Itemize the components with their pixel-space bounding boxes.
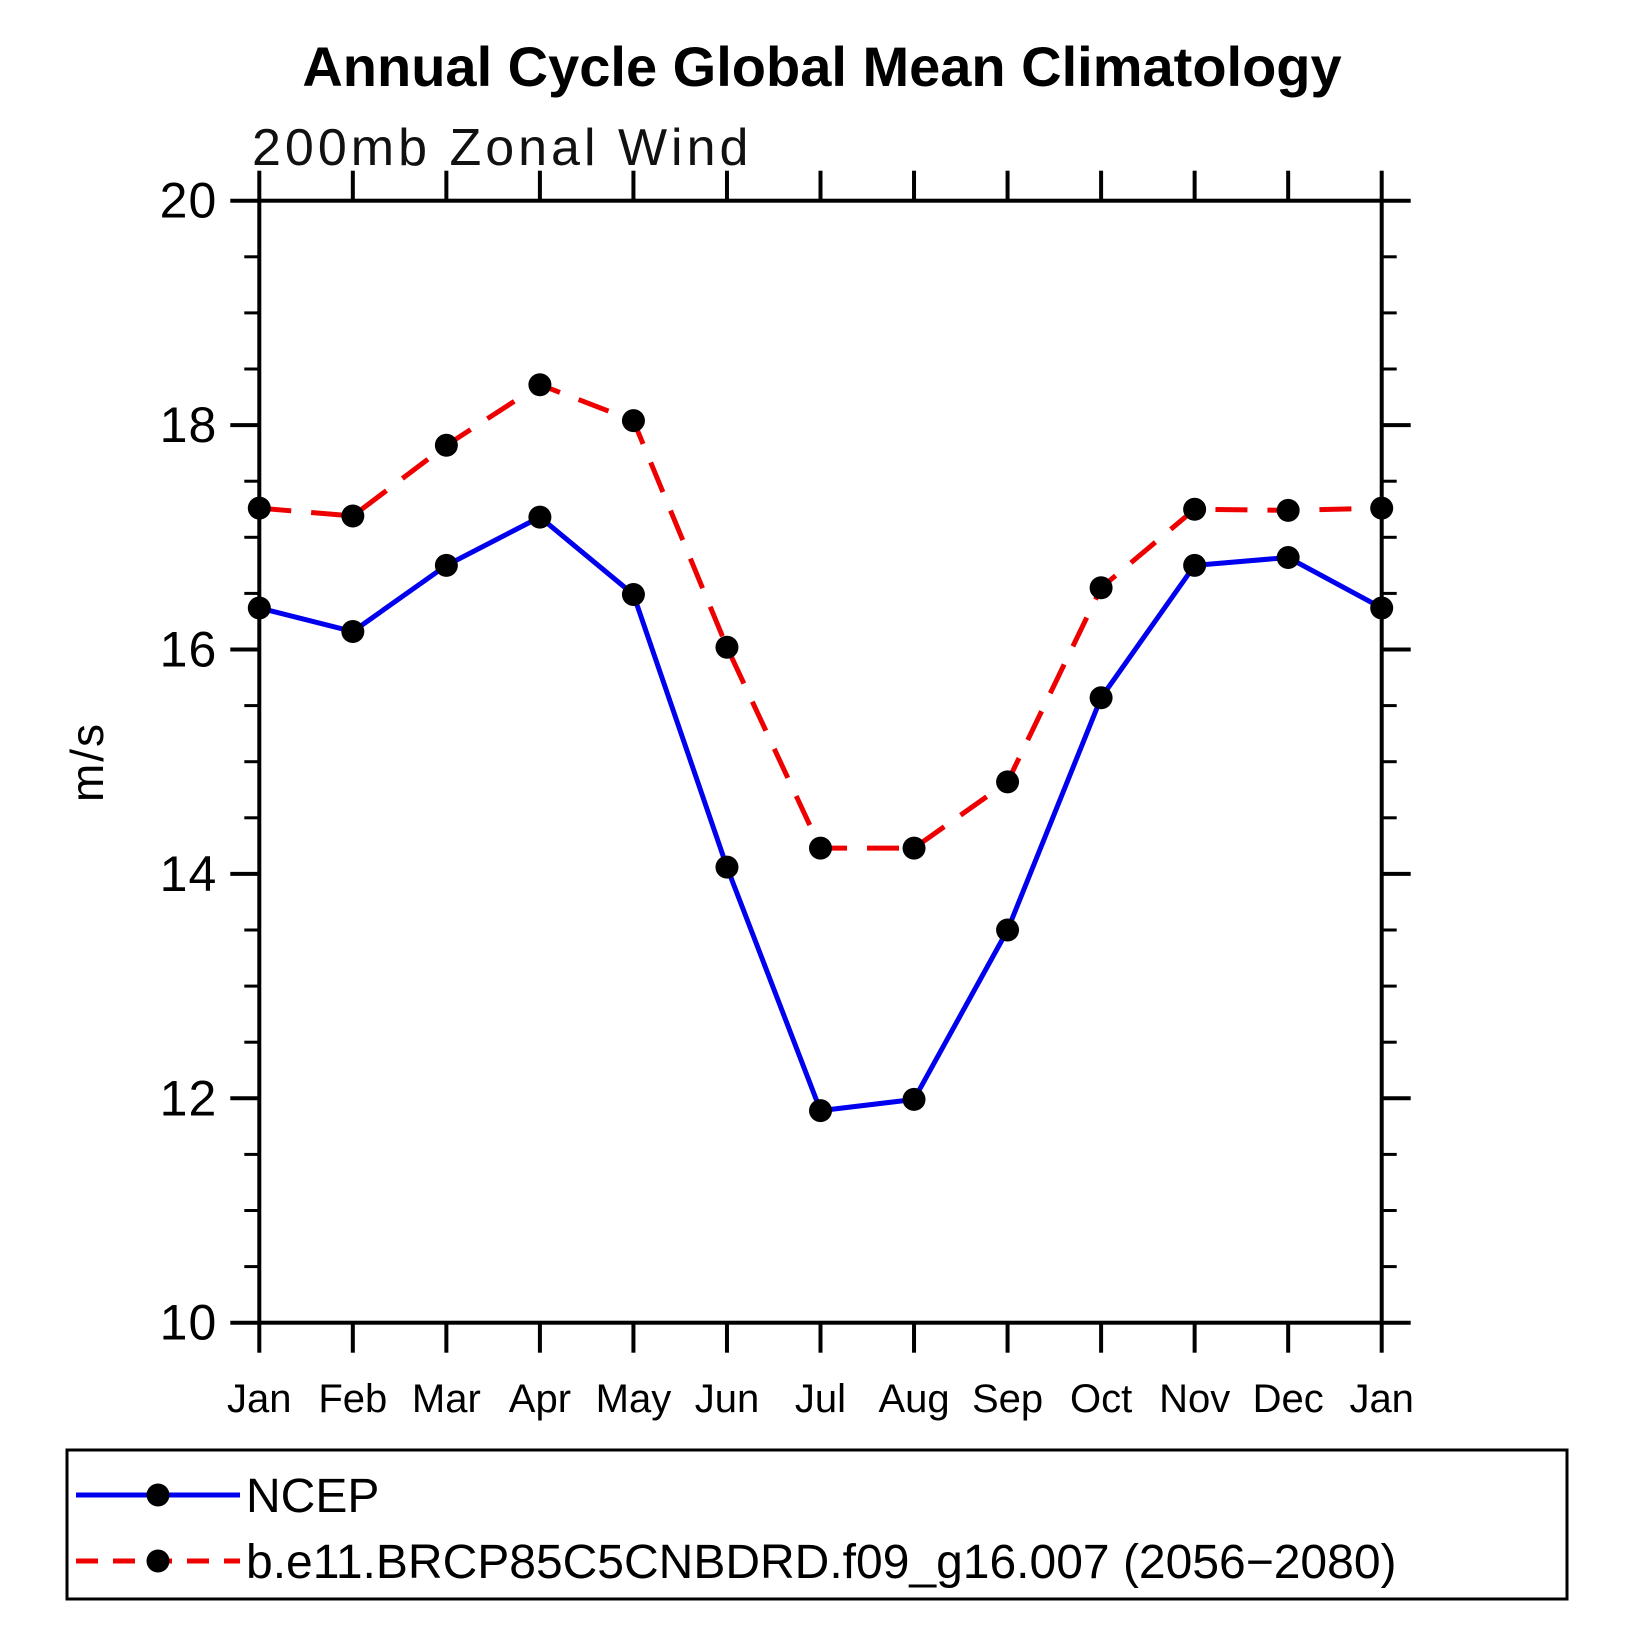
data-point [434, 553, 458, 577]
data-point [902, 1087, 926, 1111]
x-tick-label: Jan [1349, 1377, 1414, 1421]
data-point [528, 373, 552, 397]
data-point [434, 433, 458, 457]
data-point [1089, 576, 1113, 600]
x-tick-label: Aug [878, 1377, 949, 1421]
series-line-model [259, 381, 1382, 851]
data-point [715, 855, 739, 879]
x-tick-label: Mar [412, 1377, 481, 1421]
chart-subtitle: 200mb Zonal Wind [252, 119, 752, 177]
chart-title: Annual Cycle Global Mean Climatology [302, 35, 1341, 98]
legend-marker [146, 1549, 170, 1573]
plot-box [257, 198, 1384, 1325]
data-point [528, 505, 552, 529]
y-axis-label: m/s [61, 722, 113, 802]
data-point [1276, 498, 1300, 522]
legend-marker [146, 1483, 170, 1507]
data-point [247, 496, 271, 520]
x-tick-label: Jul [795, 1377, 846, 1421]
x-tick-label: Oct [1070, 1377, 1132, 1421]
data-point [621, 583, 645, 607]
legend-label-ncep: NCEP [246, 1470, 379, 1523]
y-tick-label: 18 [160, 397, 218, 453]
y-tick-label: 12 [160, 1070, 218, 1126]
y-tick-label: 16 [160, 622, 218, 678]
y-tick-label: 14 [160, 846, 218, 902]
y-tick-label: 20 [160, 173, 218, 229]
data-point [809, 836, 832, 860]
x-tick-label: Apr [509, 1377, 571, 1421]
data-point [1089, 686, 1113, 710]
x-tick-label: May [596, 1377, 672, 1421]
y-tick-label: 10 [160, 1295, 218, 1351]
x-tick-label: Jun [695, 1377, 760, 1421]
data-point [902, 836, 926, 860]
data-point [809, 1099, 832, 1123]
plot-axes: Jan Feb Mar Apr May Jun Jul Aug Sep Oct Nov Dec Jan1… [160, 170, 1414, 1421]
x-tick-label: Jan [227, 1377, 292, 1421]
x-tick-label: Nov [1159, 1377, 1230, 1421]
series-line-ncep [258, 514, 1383, 1114]
data-point [1370, 596, 1394, 620]
legend-samples [76, 1483, 240, 1573]
x-tick-label: Feb [318, 1377, 387, 1421]
x-tick-label: Dec [1253, 1377, 1324, 1421]
data-point [1183, 497, 1207, 521]
legend-box [65, 1448, 1569, 1601]
x-tick-label: Sep [972, 1377, 1043, 1421]
data-point [1370, 496, 1394, 520]
data-point [1183, 553, 1207, 577]
data-point [341, 620, 365, 644]
data-point [996, 770, 1020, 794]
data-point [621, 409, 645, 433]
legend-label-model: b.e11.BRCP85C5CNBDRD.f09_g16.007 (2056−2… [246, 1536, 1397, 1589]
data-point [341, 504, 365, 528]
legend: NCEP b.e11.BRCP85C5CNBDRD.f09_g16.007 (2… [65, 1448, 1569, 1601]
data-point [715, 635, 739, 659]
data-point [996, 918, 1020, 942]
data-point [247, 596, 271, 620]
plot-series [247, 373, 1394, 1123]
data-point [1276, 545, 1300, 569]
